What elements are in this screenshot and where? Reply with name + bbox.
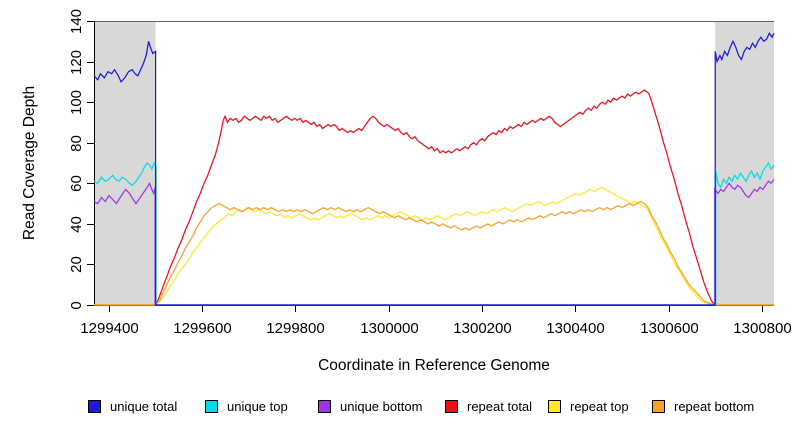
series-line-unique-bottom — [93, 178, 775, 306]
y-tick-label: 0 — [68, 301, 85, 309]
y-tick-label: 80 — [68, 135, 85, 152]
chart-legend: unique total unique top unique bottom re… — [0, 397, 792, 417]
x-tick-label: 1300000 — [360, 320, 418, 337]
legend-label: repeat total — [467, 398, 533, 414]
y-tick-label: 60 — [68, 175, 85, 192]
legend-item-repeat-total: repeat total — [445, 397, 532, 415]
y-axis-title: Read Coverage Depth — [21, 86, 38, 240]
x-tick-label: 1300200 — [453, 320, 511, 337]
legend-item-repeat-bottom: repeat bottom — [652, 397, 754, 415]
series-line-unique-top — [93, 161, 775, 306]
y-tick-label: 100 — [68, 90, 85, 115]
y-tick-label: 140 — [68, 9, 85, 34]
unique-total-swatch-icon — [88, 399, 101, 413]
shaded-region — [94, 21, 156, 305]
legend-label: repeat top — [570, 398, 629, 414]
legend-label: repeat bottom — [674, 398, 755, 414]
unique-bottom-swatch-icon — [318, 399, 331, 413]
series-line-repeat-total — [94, 89, 774, 306]
x-axis-title: Coordinate in Reference Genome — [318, 357, 550, 374]
repeat-bottom-swatch-icon — [652, 399, 665, 413]
legend-item-unique-total: unique total — [88, 397, 177, 415]
x-tick-label: 1299400 — [80, 320, 138, 337]
repeat-top-swatch-icon — [548, 399, 561, 413]
y-tick-label: 20 — [68, 256, 85, 273]
x-tick-label: 1299800 — [266, 320, 324, 337]
x-tick-label: 1300800 — [733, 320, 791, 337]
x-tick-label: 1300600 — [640, 320, 698, 337]
shaded-region — [715, 21, 774, 305]
legend-item-unique-bottom: unique bottom — [318, 397, 422, 415]
legend-item-unique-top: unique top — [205, 397, 288, 415]
legend-label: unique top — [227, 398, 288, 414]
series-line-repeat-bottom — [94, 200, 774, 306]
unique-top-swatch-icon — [205, 399, 218, 413]
series-line-repeat-top — [94, 186, 774, 306]
legend-label: unique total — [110, 398, 178, 414]
legend-item-repeat-top: repeat top — [548, 397, 629, 415]
y-tick-label: 40 — [68, 216, 85, 233]
series-line-unique-total — [93, 31, 775, 306]
x-tick-label: 1299600 — [173, 320, 231, 337]
x-tick-label: 1300400 — [546, 320, 604, 337]
legend-label: unique bottom — [340, 398, 423, 414]
y-tick-label: 120 — [68, 50, 85, 75]
repeat-total-swatch-icon — [445, 399, 458, 413]
